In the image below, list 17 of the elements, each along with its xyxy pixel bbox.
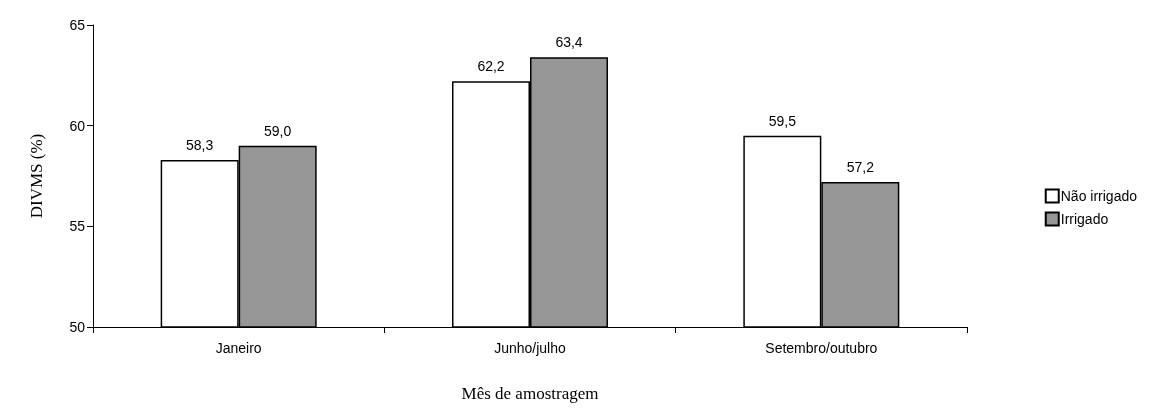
data-label: 59,0 — [264, 122, 292, 139]
data-label: 59,5 — [768, 112, 797, 129]
legend-label: Não irrigado — [1060, 188, 1138, 204]
x-axis-title: Mês de amostragem — [461, 384, 599, 403]
data-label: 62,2 — [477, 58, 505, 75]
y-tick-label: 65 — [69, 17, 86, 33]
data-label: 57,2 — [846, 159, 875, 176]
y-tick-label: 55 — [69, 218, 86, 235]
y-tick-label: 60 — [69, 117, 86, 134]
legend-label: Irrigado — [1060, 211, 1109, 227]
y-axis-title: DIVMS (%) — [27, 133, 46, 219]
x-tick-label: Junho/julho — [494, 340, 567, 356]
data-label: 63,4 — [555, 34, 583, 51]
y-tick-label: 50 — [69, 319, 86, 335]
x-tick-label: Janeiro — [215, 340, 262, 356]
data-label: 58,3 — [186, 136, 214, 153]
x-tick-label: Setembro/outubro — [765, 340, 878, 356]
